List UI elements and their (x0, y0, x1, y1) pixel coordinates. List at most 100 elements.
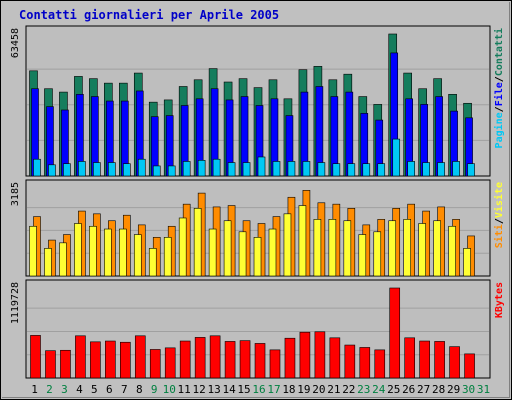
kbytes-bar-kbytes-24 (374, 349, 386, 379)
visits-bar-siti-18 (283, 213, 292, 277)
visits-bar-siti-25 (388, 220, 397, 277)
kbytes-bar-kbytes-12 (194, 337, 206, 379)
hits-bar-pagine-1 (33, 158, 41, 177)
kbytes-ymax-label: 1119728 (10, 282, 21, 324)
hits-legend-separator: / (494, 106, 505, 112)
visits-panel: 3185 Siti/Visite (10, 179, 505, 277)
kbytes-bar-kbytes-5 (90, 341, 101, 379)
kbytes-bar-kbytes-20 (314, 331, 326, 379)
day-label-25: 25 (387, 383, 400, 396)
day-label-22: 22 (342, 383, 355, 396)
kbytes-bar-kbytes-9 (149, 349, 161, 379)
hits-bar-pagine-4 (78, 161, 86, 177)
chart-title: Contatti giornalieri per Aprile 2005 (19, 8, 280, 22)
hits-bar-pagine-17 (272, 161, 281, 177)
kbytes-bar-kbytes-17 (269, 349, 281, 379)
visits-bar-siti-8 (133, 234, 142, 277)
hits-bar-pagine-25 (392, 138, 401, 177)
hits-bar-pagine-26 (407, 161, 415, 177)
visits-bar-siti-13 (208, 228, 217, 277)
visits-legend: Siti/Visite (493, 182, 505, 248)
kbytes-bar-kbytes-6 (105, 340, 116, 379)
day-label-7: 7 (121, 383, 128, 396)
hits-bar-pagine-18 (287, 161, 296, 177)
hits-legend-separator: / (494, 76, 505, 82)
day-label-5: 5 (91, 383, 98, 396)
kbytes-bar-kbytes-23 (359, 347, 371, 379)
visits-legend-visite: Visite (493, 182, 505, 218)
visits-legend-siti: Siti (493, 224, 505, 248)
hits-bar-pagine-2 (48, 164, 56, 177)
hits-bar-pagine-27 (422, 162, 430, 177)
day-label-6: 6 (106, 383, 113, 396)
kbytes-bar-kbytes-2 (45, 350, 56, 379)
visits-bar-siti-30 (463, 248, 471, 277)
day-label-29: 29 (447, 383, 460, 396)
day-label-12: 12 (193, 383, 206, 396)
kbytes-bar-kbytes-26 (404, 337, 415, 379)
visits-bar-siti-19 (298, 205, 307, 277)
kbytes-bar-kbytes-11 (179, 340, 191, 379)
visits-bar-siti-21 (328, 219, 337, 277)
visits-bar-siti-22 (343, 220, 352, 277)
hits-bar-pagine-28 (437, 162, 445, 177)
day-label-11: 11 (178, 383, 191, 396)
visits-bar-siti-1 (29, 225, 37, 277)
kbytes-bar-kbytes-21 (329, 337, 341, 379)
day-label-4: 4 (76, 383, 83, 396)
day-label-27: 27 (417, 383, 430, 396)
visits-bar-siti-27 (418, 223, 426, 277)
day-label-9: 9 (151, 383, 158, 396)
kbytes-bar-kbytes-22 (344, 344, 356, 379)
hits-bar-pagine-19 (302, 161, 311, 177)
kbytes-bar-kbytes-29 (449, 346, 460, 379)
hits-bar-pagine-24 (377, 163, 386, 177)
hits-legend-contatti: Contatti (493, 28, 505, 76)
day-label-1: 1 (31, 383, 38, 396)
day-label-19: 19 (297, 383, 310, 396)
day-label-18: 18 (282, 383, 295, 396)
visits-bar-siti-15 (238, 231, 247, 277)
day-label-15: 15 (237, 383, 250, 396)
day-label-30: 30 (462, 383, 475, 396)
hits-bar-pagine-14 (227, 162, 236, 177)
kbytes-bar-kbytes-10 (164, 347, 176, 379)
visits-bar-siti-11 (178, 217, 187, 277)
hits-bar-pagine-13 (212, 158, 221, 177)
visits-bar-siti-12 (193, 208, 202, 277)
day-label-8: 8 (136, 383, 143, 396)
kbytes-bar-kbytes-28 (434, 341, 445, 379)
kbytes-bar-kbytes-7 (120, 341, 131, 379)
hits-bar-pagine-29 (452, 161, 460, 177)
visits-bar-siti-5 (89, 225, 97, 277)
day-label-28: 28 (432, 383, 445, 396)
day-label-23: 23 (357, 383, 370, 396)
kbytes-bar-kbytes-19 (299, 331, 311, 379)
kbytes-bar-kbytes-16 (254, 343, 266, 379)
hits-bar-pagine-12 (197, 160, 206, 177)
hits-bar-pagine-20 (317, 162, 326, 177)
hits-bar-pagine-23 (362, 163, 371, 177)
kbytes-bar-kbytes-3 (60, 349, 71, 379)
visits-bar-siti-2 (44, 248, 52, 277)
hits-bar-pagine-6 (108, 162, 116, 177)
hits-bar-pagine-9 (152, 165, 161, 177)
day-label-3: 3 (61, 383, 68, 396)
visits-bar-siti-26 (403, 219, 411, 277)
hits-legend-pagine: Pagine (493, 112, 505, 148)
day-label-10: 10 (163, 383, 176, 396)
day-label-14: 14 (222, 383, 236, 396)
kbytes-panel: 1119728 KBytes (10, 279, 505, 379)
visits-bar-siti-10 (163, 237, 172, 277)
kbytes-bar-kbytes-1 (30, 335, 41, 379)
hits-bar-pagine-5 (93, 162, 101, 177)
kbytes-bar-kbytes-27 (419, 340, 430, 379)
hits-bar-pagine-11 (182, 161, 191, 177)
hits-bar-pagine-21 (332, 163, 341, 177)
hits-bar-pagine-7 (123, 163, 131, 177)
hits-bar-pagine-10 (167, 165, 176, 177)
kbytes-bar-kbytes-30 (464, 353, 475, 379)
hits-ymax-label: 63458 (10, 28, 21, 58)
